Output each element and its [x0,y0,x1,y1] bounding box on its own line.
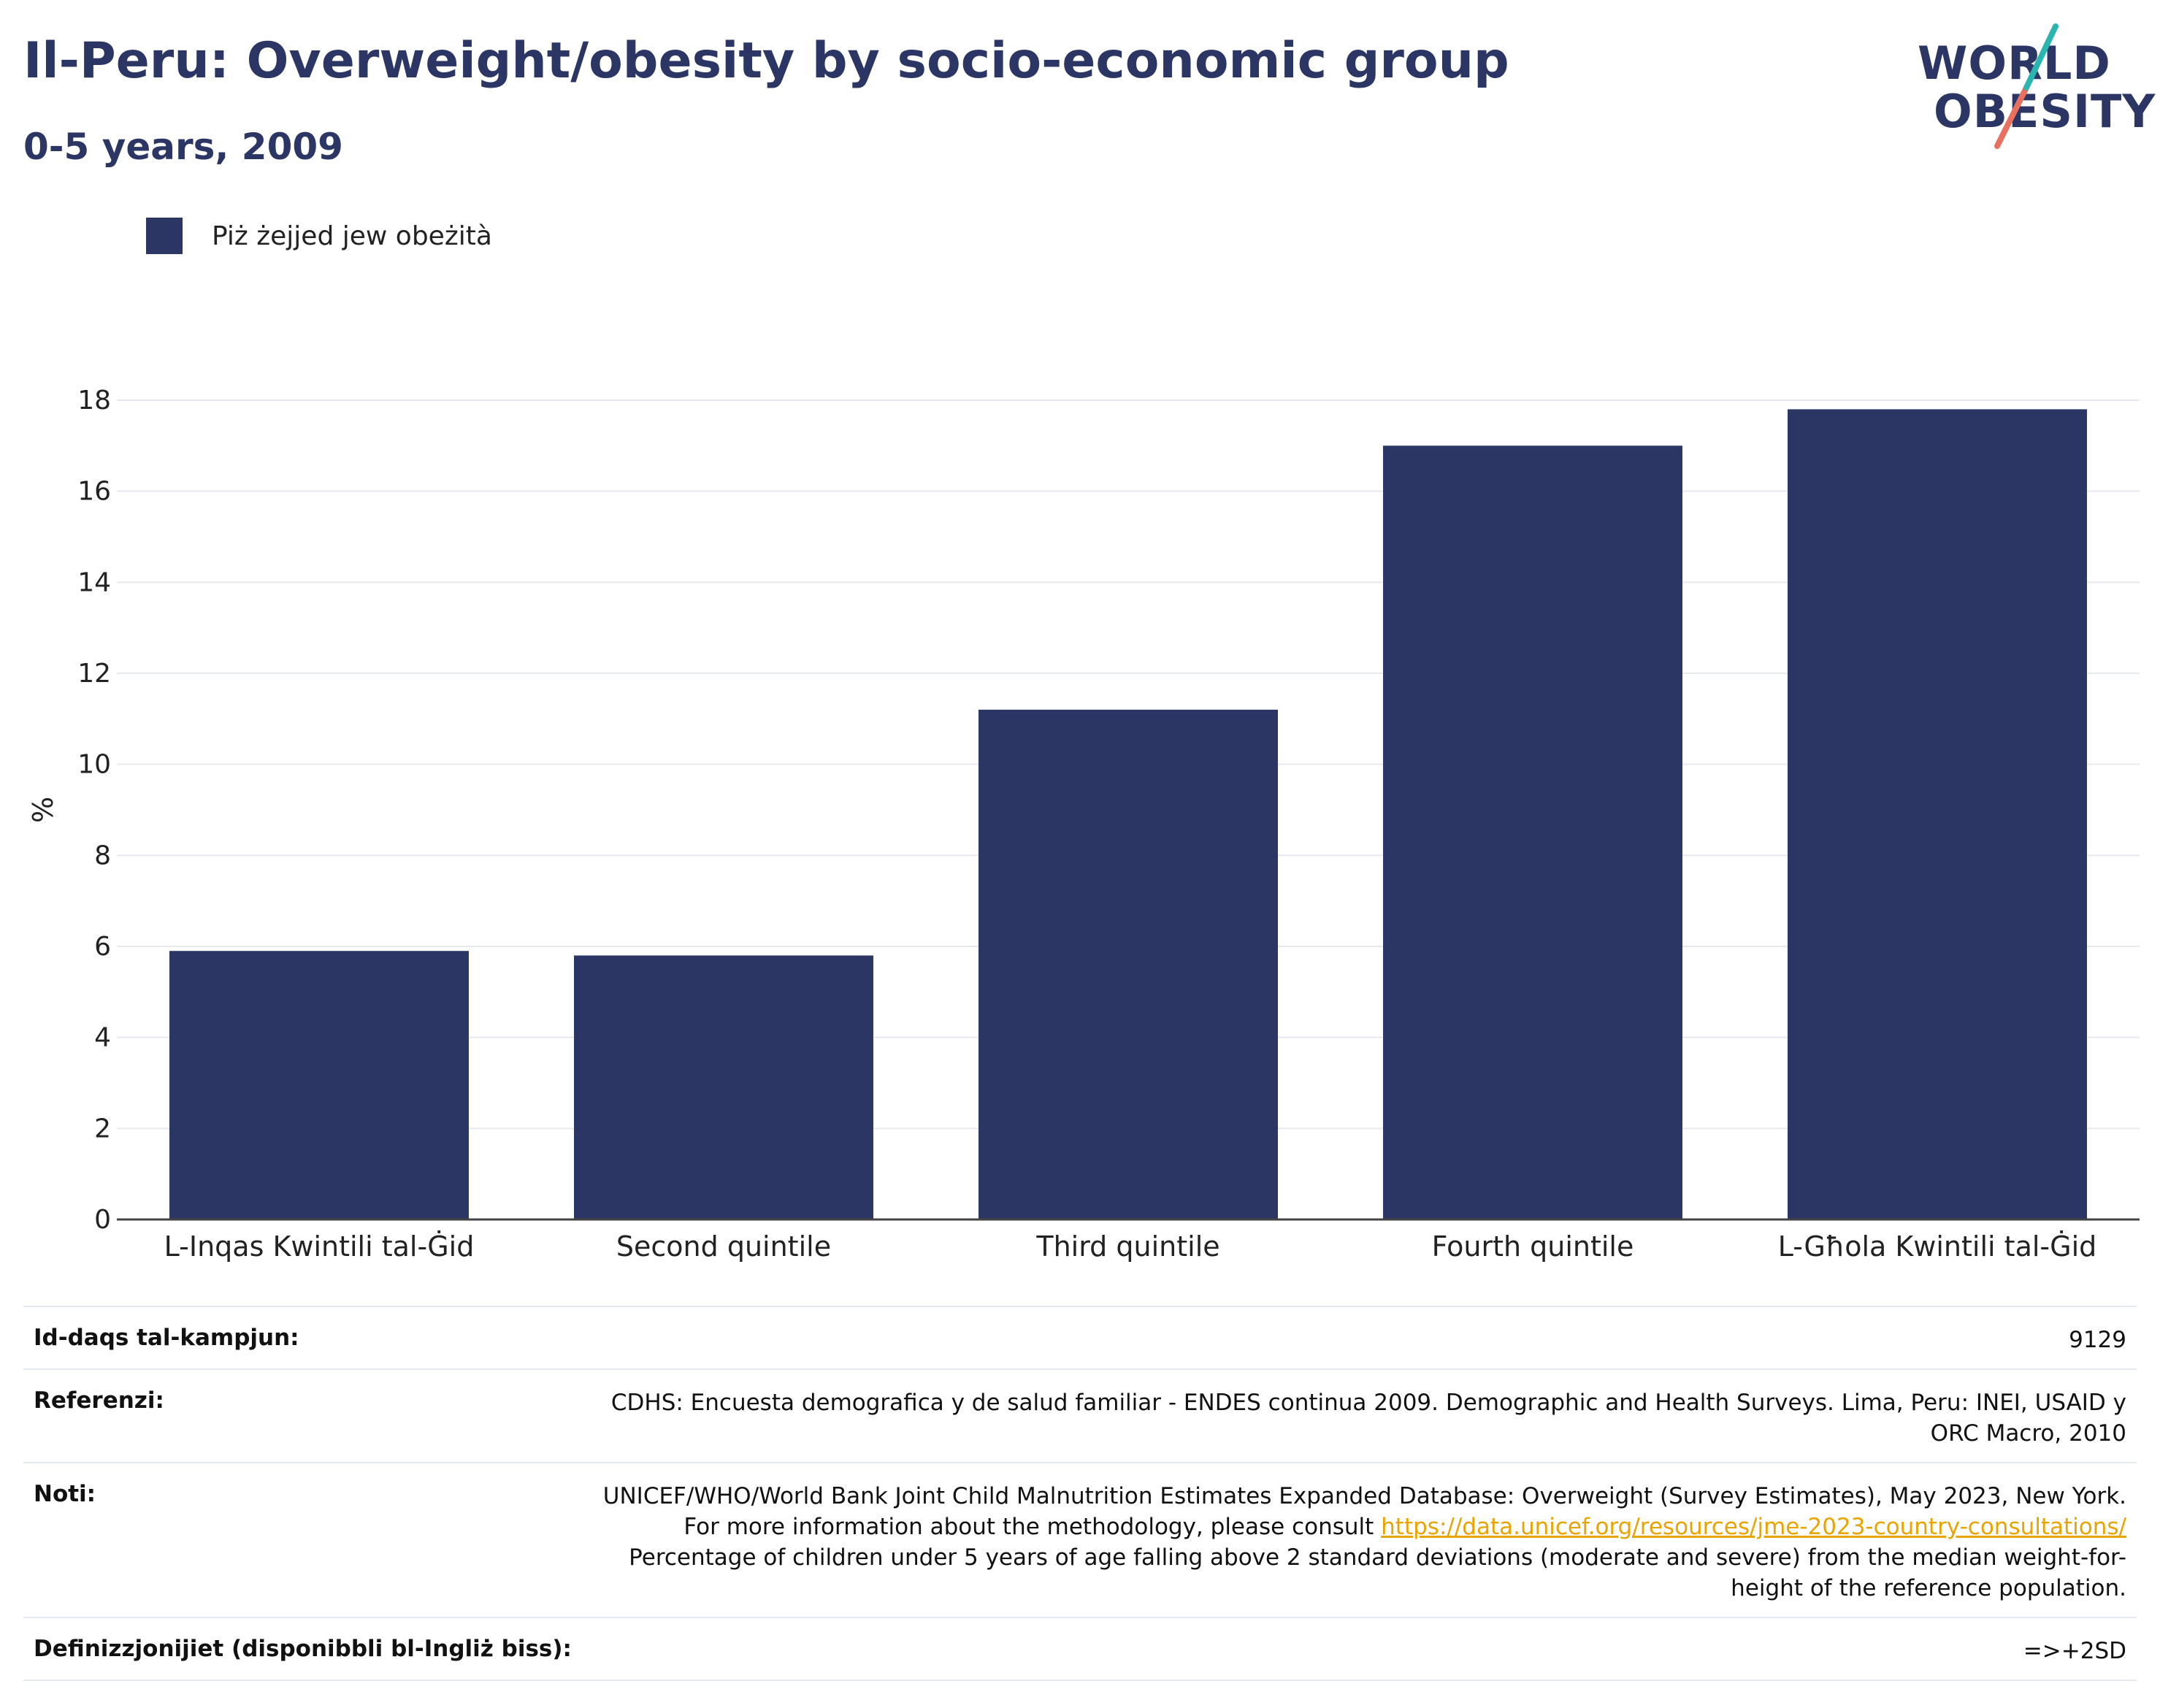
x-tick-label: Third quintile [1035,1230,1219,1263]
logo-word: WORLD [1918,37,2111,90]
definitions-value: =>+2SD [2023,1638,2126,1664]
bar[interactable] [574,955,873,1219]
logo-obesity: OBESITY [1934,85,2156,138]
y-tick-label: 10 [77,750,111,780]
bar[interactable] [1788,409,2087,1219]
notes-row: Noti: UNICEF/WHO/World Bank Joint Child … [23,1462,2137,1617]
methodology-link[interactable]: https://data.unicef.org/resources/jme-20… [1381,1514,2126,1540]
y-axis-label: % [27,797,59,823]
notes-value: UNICEF/WHO/World Bank Joint Child Malnut… [593,1481,2126,1604]
y-tick-label: 4 [94,1023,111,1053]
references-row: Referenzi: CDHS: Encuesta demografica y … [23,1368,2137,1462]
legend[interactable]: Piż żejjed jew obeżità [146,218,492,254]
notes-text-before: UNICEF/WHO/World Bank Joint Child Malnut… [602,1483,2126,1540]
sample-size-row: Id-daqs tal-kampjun: 9129 [23,1306,2137,1368]
bar-chart: 0 2 4 6 8 10 12 14 16 18% L-Inqas Kwintili tal-Ġid… [27,386,2140,1263]
y-tick-label: 14 [77,567,111,597]
sample-size-value: 9129 [2069,1327,2126,1353]
x-tick-label: L-Inqas Kwintili tal-Ġid [164,1230,475,1263]
chart-subtitle: 0-5 years, 2009 [23,126,343,168]
y-tick-label: 12 [77,659,111,689]
y-tick-label: 0 [94,1205,111,1235]
x-tick-label: L-Għola Kwintili tal-Ġid [1778,1230,2097,1263]
notes-table: Id-daqs tal-kampjun: 9129 Referenzi: CDH… [23,1306,2137,1681]
legend-swatch [146,218,183,254]
x-tick-label: Fourth quintile [1432,1230,1634,1263]
world-obesity-logo: WORLD OBESITY [1906,20,2155,159]
chart-title: Il-Peru: Overweight/obesity by socio-eco… [23,32,1509,90]
legend-label: Piż żejjed jew obeżità [212,221,492,251]
notes-text-after: Percentage of children under 5 years of … [629,1544,2126,1601]
sample-size-label: Id-daqs tal-kampjun: [34,1325,299,1351]
bar[interactable] [169,951,469,1219]
bar[interactable] [1383,445,1682,1220]
y-tick-label: 2 [94,1114,111,1144]
y-tick-label: 8 [94,840,111,870]
references-value: CDHS: Encuesta demografica y de salud fa… [610,1390,2126,1447]
notes-label: Noti: [34,1481,96,1507]
definitions-row: Definizzjonijiet (disponibbli bl-Ingliż … [23,1617,2137,1681]
references-label: Referenzi: [34,1387,164,1414]
logo-slash-icon [1994,23,2058,149]
bar[interactable] [978,709,1278,1219]
y-tick-label: 6 [94,932,111,962]
x-tick-label: Second quintile [616,1230,831,1263]
y-tick-label: 18 [77,386,111,415]
definitions-label: Definizzjonijiet (disponibbli bl-Ingliż … [34,1636,572,1662]
y-tick-label: 16 [77,477,111,507]
